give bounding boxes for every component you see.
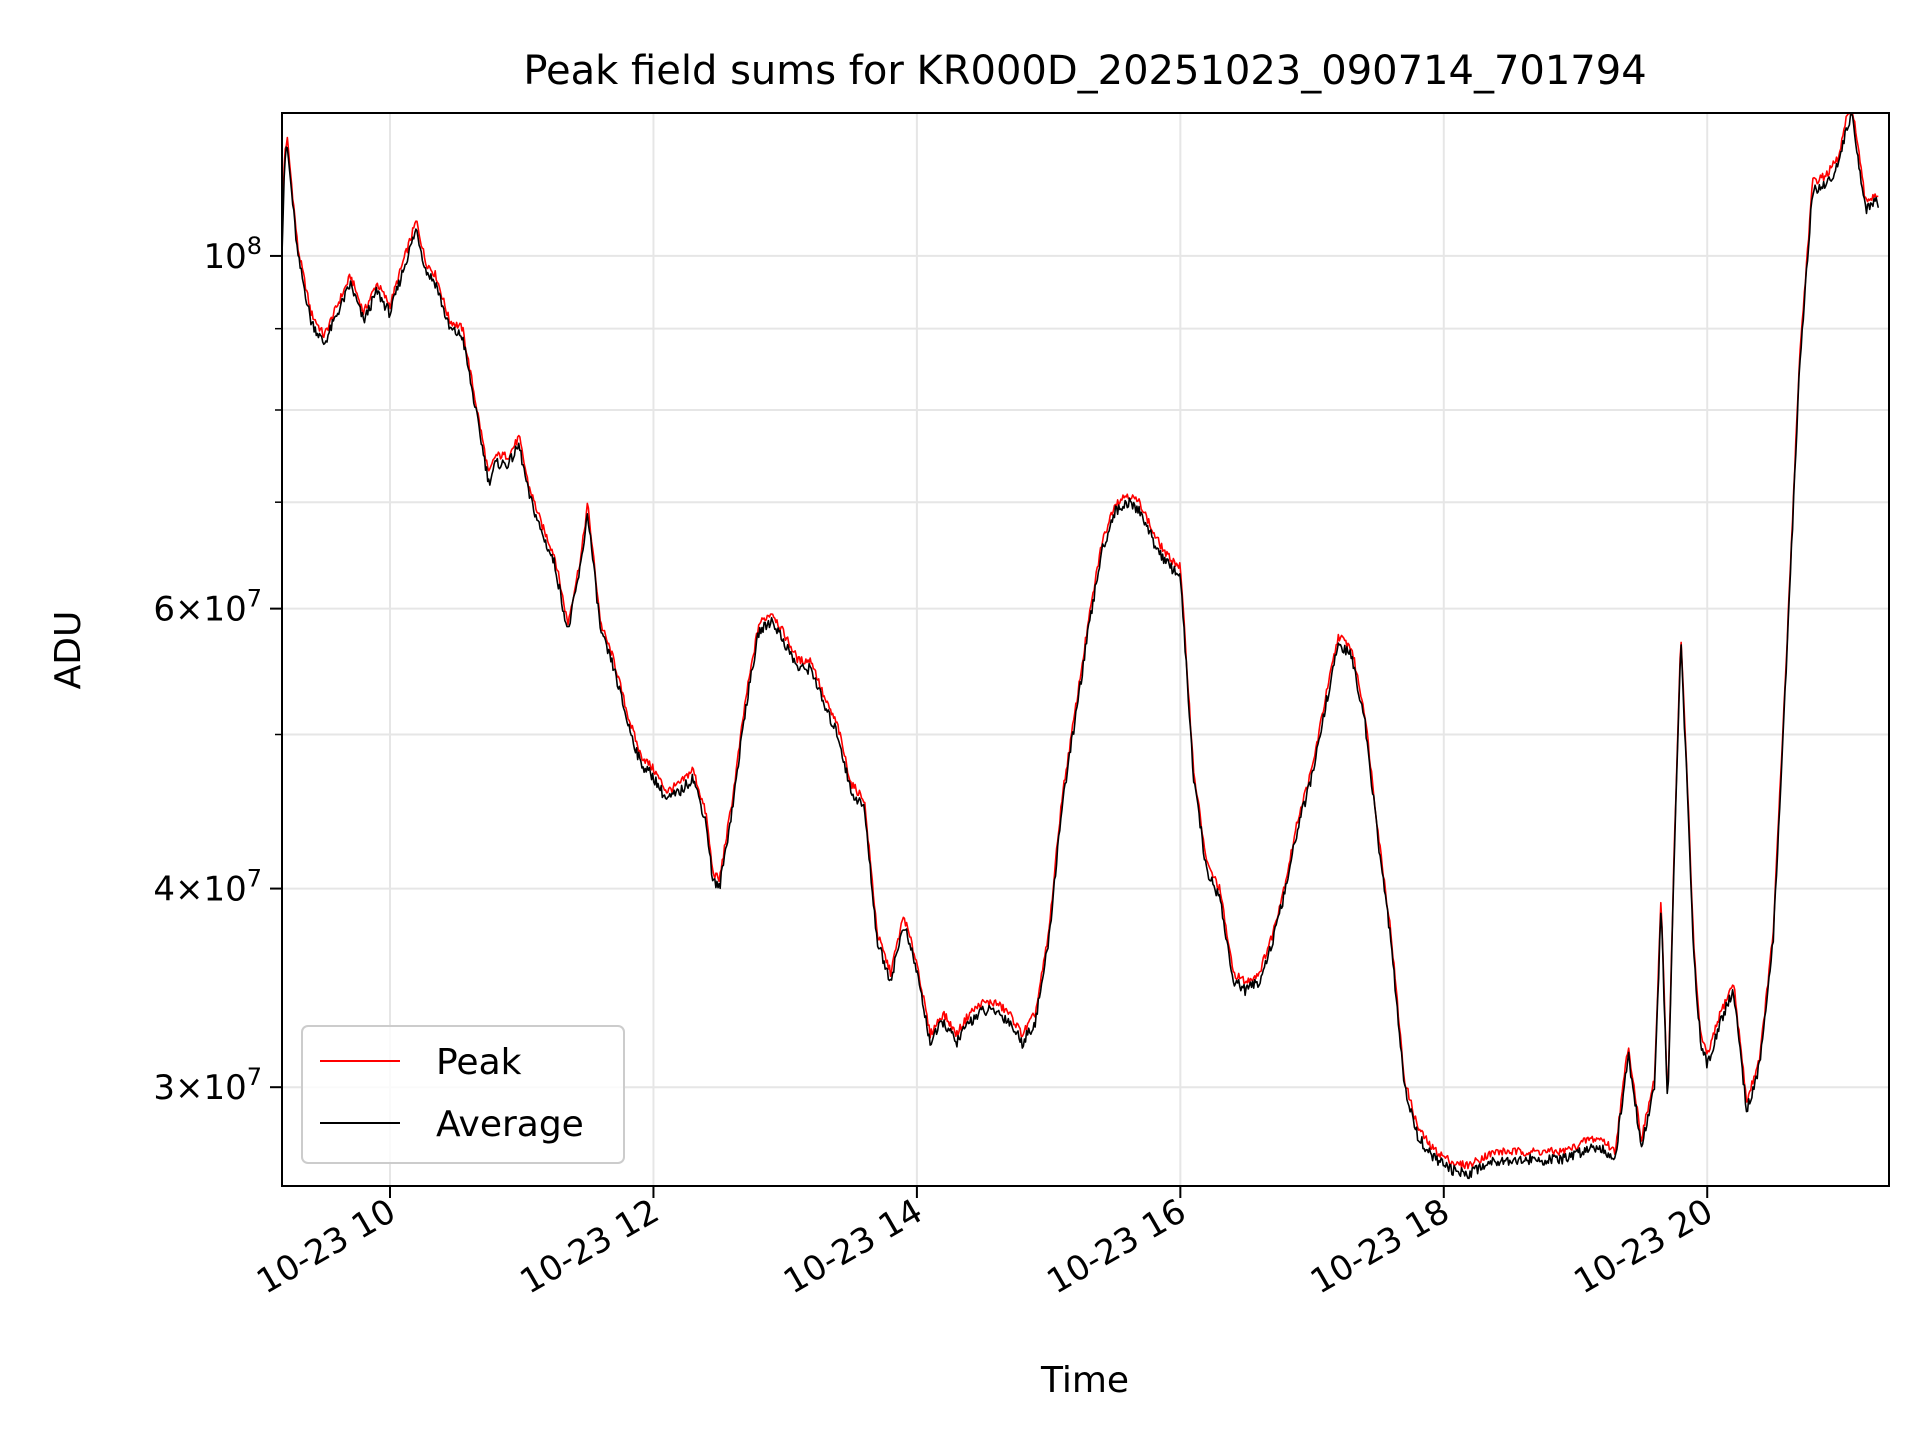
y-tick-label: 4×107 bbox=[153, 865, 262, 910]
series-line-peak bbox=[281, 112, 1879, 1170]
plot-lines bbox=[281, 112, 1880, 1180]
y-tick-label: 6×107 bbox=[153, 585, 262, 630]
x-axis-label: Time bbox=[1040, 1360, 1129, 1401]
legend-label-average: Average bbox=[436, 1104, 584, 1145]
y-axis-label: ADU bbox=[48, 611, 89, 690]
legend: Peak Average bbox=[301, 1025, 625, 1164]
chart-title: Peak field sums for KR000D_20251023_0907… bbox=[523, 48, 1646, 94]
y-tick-label: 3×107 bbox=[153, 1063, 262, 1108]
legend-label-peak: Peak bbox=[436, 1042, 522, 1083]
plot-frame bbox=[281, 112, 1890, 1187]
y-tick-label: 108 bbox=[203, 232, 262, 277]
series-line-average bbox=[281, 112, 1880, 1180]
